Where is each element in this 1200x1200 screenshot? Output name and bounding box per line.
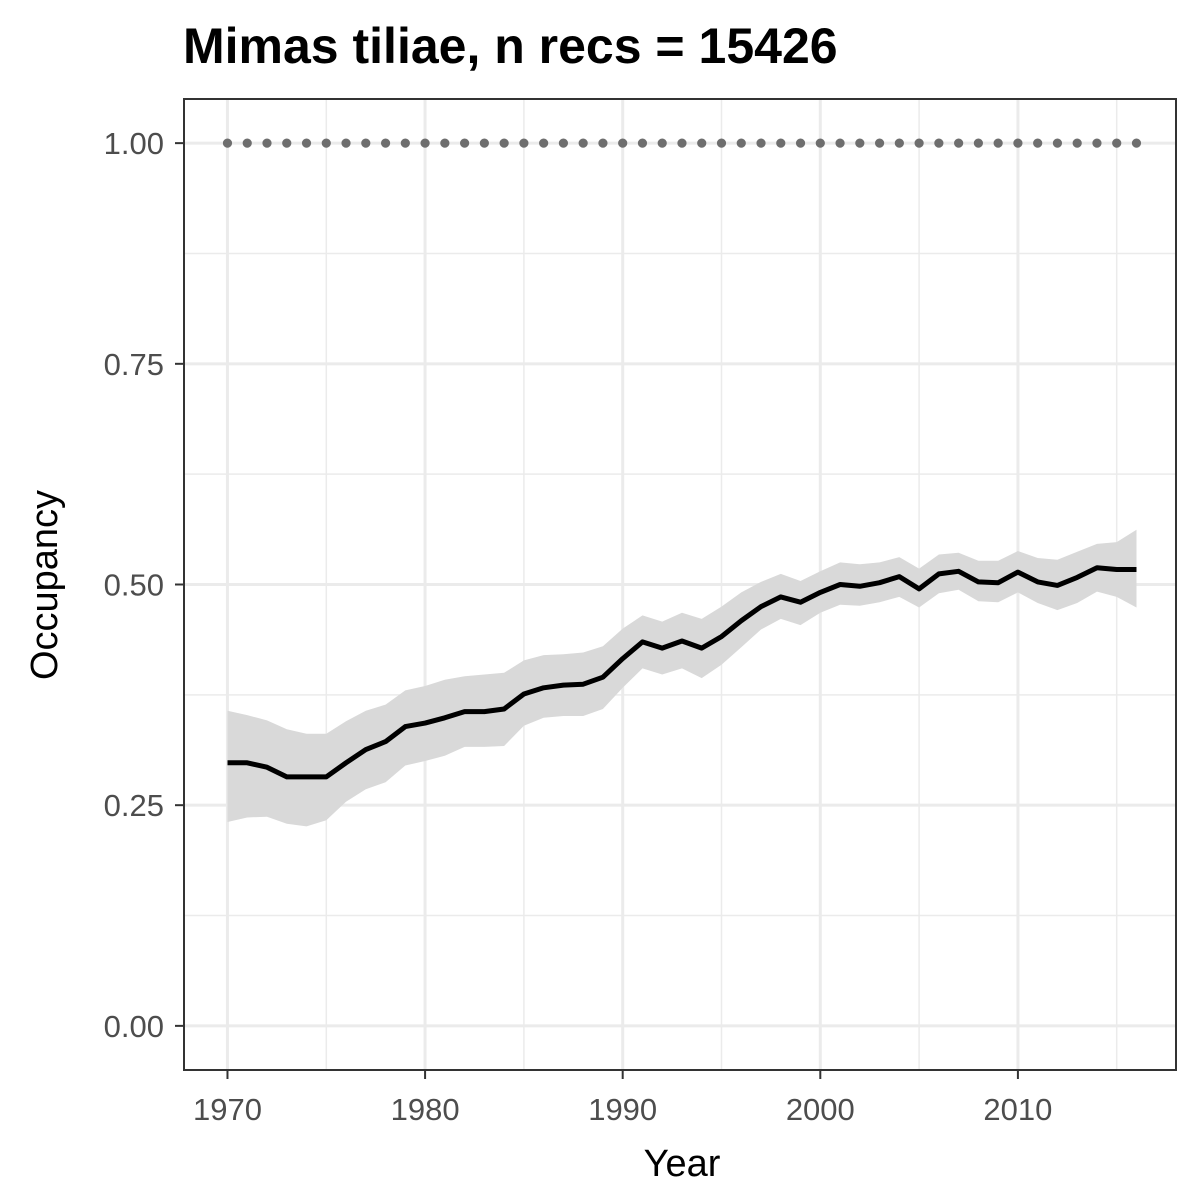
reference-dot [618, 138, 628, 148]
reference-dot [973, 138, 983, 148]
credible-interval-ribbon [227, 529, 1137, 827]
x-tick-label: 1980 [391, 1092, 460, 1127]
reference-dot [1033, 138, 1043, 148]
reference-dot [795, 138, 806, 148]
reference-dot [776, 138, 786, 148]
x-axis-title: Year [644, 1143, 721, 1185]
reference-dot [1092, 138, 1102, 148]
reference-dot [262, 138, 272, 148]
reference-dot [460, 138, 470, 148]
x-tick-label: 1990 [588, 1092, 657, 1127]
reference-dot [301, 138, 312, 148]
reference-dot [855, 138, 865, 148]
reference-dot [598, 138, 608, 148]
reference-dot [341, 138, 351, 148]
reference-dot [677, 138, 687, 148]
reference-dot [736, 138, 746, 148]
reference-dot [380, 138, 391, 148]
reference-dot [242, 138, 252, 148]
y-axis: 0.00 0.25 0.50 0.75 1.00 [104, 126, 184, 1044]
reference-dotted-line [222, 138, 1142, 148]
x-tick-label: 1970 [193, 1092, 262, 1127]
reference-dot [1013, 138, 1023, 148]
reference-dot [400, 138, 410, 148]
reference-dot [657, 138, 667, 148]
y-tick-label: 0.50 [104, 568, 164, 603]
plot-panel [183, 98, 1177, 1071]
reference-dot [835, 138, 845, 148]
reference-dot [1112, 138, 1122, 148]
y-tick-label: 0.00 [104, 1009, 164, 1044]
reference-dot [934, 138, 944, 148]
reference-dot [756, 138, 766, 148]
reference-dot [1052, 138, 1063, 148]
chart-title: Mimas tiliae, n recs = 15426 [183, 18, 838, 74]
reference-dot [914, 138, 924, 148]
x-axis: 1970 1980 1990 2000 2010 [193, 1070, 1052, 1127]
reference-dot [1072, 138, 1082, 148]
y-tick-label: 0.75 [104, 347, 164, 382]
reference-dot [282, 138, 292, 148]
reference-dot [479, 138, 489, 148]
reference-dot [874, 138, 885, 148]
reference-dot [321, 138, 331, 148]
reference-dot [894, 138, 904, 148]
reference-dot [716, 138, 727, 148]
x-tick-label: 2010 [983, 1092, 1052, 1127]
reference-dot [519, 138, 529, 148]
reference-dot [499, 138, 509, 148]
occupancy-trend-line [227, 565, 1137, 780]
reference-dot [637, 138, 648, 148]
reference-dot [993, 138, 1003, 148]
y-tick-label: 1.00 [104, 126, 164, 161]
reference-dot [361, 138, 371, 148]
reference-dot [1131, 138, 1142, 148]
reference-dot [420, 138, 430, 148]
reference-dot [578, 138, 588, 148]
reference-dot [222, 138, 233, 148]
reference-dot [440, 138, 450, 148]
y-axis-title: Occupancy [24, 490, 66, 680]
reference-dot [954, 138, 964, 148]
y-tick-label: 0.25 [104, 788, 164, 823]
reference-dot [815, 138, 825, 148]
reference-dot [697, 138, 707, 148]
x-tick-label: 2000 [786, 1092, 855, 1127]
reference-dot [539, 138, 549, 148]
reference-dot [558, 138, 569, 148]
